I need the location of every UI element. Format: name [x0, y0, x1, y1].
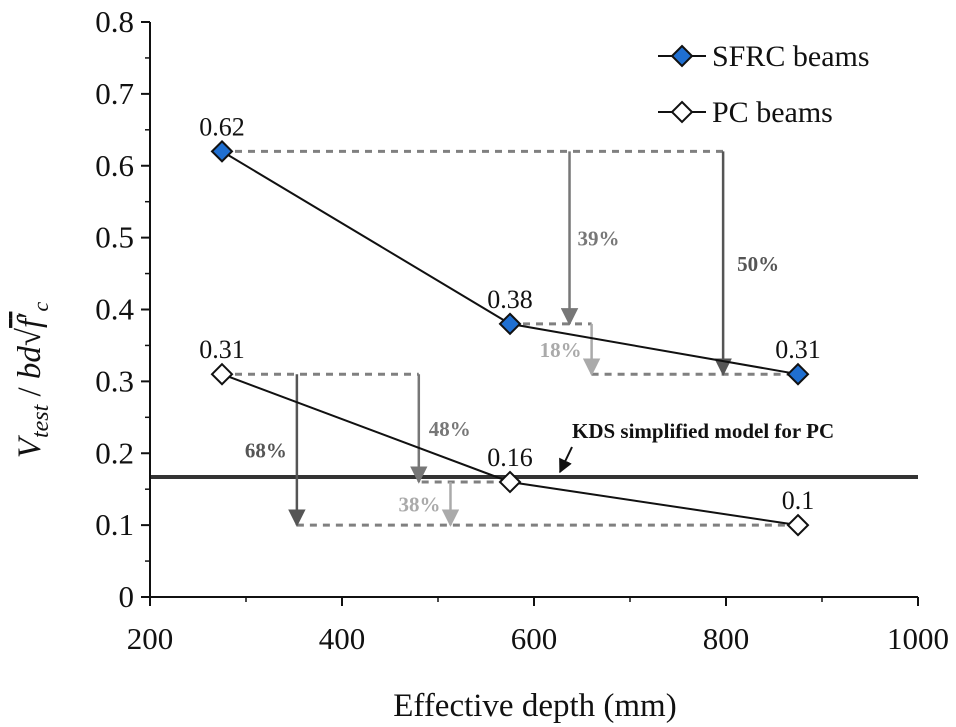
annotation-label: 18% [540, 338, 582, 362]
annotation-label: 38% [398, 493, 440, 517]
y-title-slash: / [12, 379, 48, 405]
y-tick-label: 0.5 [95, 220, 134, 255]
x-tick-label: 200 [127, 621, 174, 656]
data-point [498, 470, 522, 494]
y-tick-label: 0.6 [95, 148, 134, 183]
x-tick-label: 600 [511, 621, 558, 656]
axes: 0 0.1 0.2 0.3 0.4 0.5 0.6 0.7 0.8 200 400 600 800 100… [95, 4, 949, 656]
legend-sfrc-label: SFRC beams [712, 40, 870, 73]
annotation-label: 48% [429, 417, 471, 441]
reference-pointer [559, 446, 573, 474]
data-point [786, 513, 810, 537]
x-tick-label: 400 [319, 621, 366, 656]
annotation-label: 50% [737, 252, 779, 276]
y-tick-label: 0.2 [95, 435, 134, 470]
y-tick-label: 0.7 [95, 76, 134, 111]
annotation-label: 39% [578, 227, 620, 251]
y-tick-label: 0.3 [95, 363, 134, 398]
data-point [210, 139, 234, 163]
legend-sfrc-marker [670, 44, 694, 68]
legend-pc-label: PC beams [712, 96, 833, 129]
y-tick-label: 0.4 [95, 292, 134, 327]
data-label: 0.31 [775, 335, 821, 364]
y-title-prime: ′ [12, 312, 48, 319]
svg-text:Vtest / bd√f′c: Vtest / bd√f′c [12, 302, 54, 459]
data-label: 0.38 [487, 285, 533, 314]
y-tick-label: 0 [119, 579, 135, 614]
legend-pc-marker [670, 100, 694, 124]
data-label: 0.1 [782, 486, 815, 515]
annotation-label: 68% [245, 439, 287, 463]
y-axis-title: Vtest / bd√f′c [12, 302, 54, 459]
y-tick-label: 0.1 [95, 507, 134, 542]
guide-lines [222, 149, 798, 527]
x-axis-title: Effective depth (mm) [393, 688, 676, 724]
y-title-c: c [28, 302, 53, 312]
reference-line-group: KDS simplified model for PC [150, 419, 918, 479]
data-point [210, 362, 234, 386]
x-tick-label: 1000 [887, 621, 949, 656]
y-title-root: √ [12, 327, 48, 346]
y-tick-label: 0.8 [95, 4, 134, 39]
y-title-v: V [12, 434, 48, 458]
y-title-sub: test [28, 403, 54, 438]
x-tick-label: 800 [703, 621, 750, 656]
data-point [498, 312, 522, 336]
data-label: 0.62 [199, 112, 245, 141]
data-label: 0.16 [487, 443, 533, 472]
data-label: 0.31 [199, 335, 245, 364]
reference-label: KDS simplified model for PC [572, 419, 834, 443]
series-group: 0.62 0.38 0.31 0.31 0.16 0.1 [199, 112, 821, 537]
data-point [786, 362, 810, 386]
series-line [221, 150, 799, 376]
legend: SFRC beams PC beams [658, 40, 870, 129]
y-title-bd: bd [12, 346, 48, 380]
annotation-arrows: 39% 50% 18% 68% 48% 38% [245, 151, 779, 527]
